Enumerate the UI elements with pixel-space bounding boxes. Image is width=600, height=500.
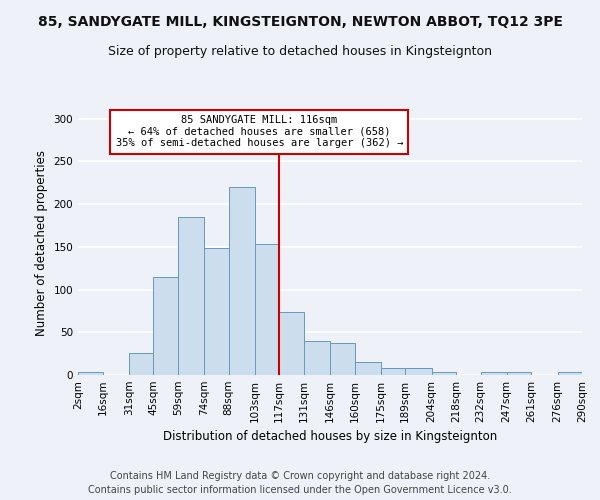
Bar — [78, 372, 103, 375]
Bar — [129, 353, 153, 375]
Bar — [279, 312, 304, 375]
Bar — [229, 187, 255, 375]
X-axis label: Distribution of detached houses by size in Kingsteignton: Distribution of detached houses by size … — [163, 430, 497, 444]
Bar — [507, 372, 531, 375]
Bar — [330, 344, 355, 375]
Text: 85 SANDYGATE MILL: 116sqm
← 64% of detached houses are smaller (658)
35% of semi: 85 SANDYGATE MILL: 116sqm ← 64% of detac… — [116, 116, 403, 148]
Bar — [153, 276, 178, 375]
Bar — [557, 372, 582, 375]
Bar — [405, 368, 431, 375]
Y-axis label: Number of detached properties: Number of detached properties — [35, 150, 48, 336]
Bar — [178, 217, 204, 375]
Bar — [204, 248, 229, 375]
Bar — [381, 368, 405, 375]
Bar — [304, 341, 330, 375]
Bar — [431, 372, 456, 375]
Text: Contains HM Land Registry data © Crown copyright and database right 2024.
Contai: Contains HM Land Registry data © Crown c… — [88, 471, 512, 495]
Bar — [255, 244, 279, 375]
Bar — [355, 362, 381, 375]
Text: 85, SANDYGATE MILL, KINGSTEIGNTON, NEWTON ABBOT, TQ12 3PE: 85, SANDYGATE MILL, KINGSTEIGNTON, NEWTO… — [37, 15, 563, 29]
Bar — [481, 372, 507, 375]
Text: Size of property relative to detached houses in Kingsteignton: Size of property relative to detached ho… — [108, 45, 492, 58]
